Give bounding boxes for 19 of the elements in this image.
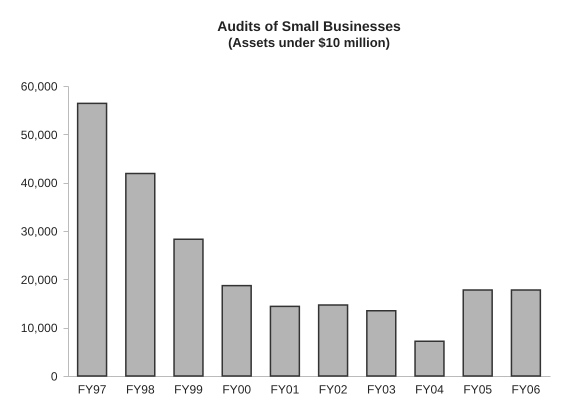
y-tick-label: 0 <box>50 370 58 384</box>
x-tick-label: FY06 <box>512 382 541 396</box>
x-tick-label: FY03 <box>366 382 396 396</box>
y-tick-label: 60,000 <box>20 80 58 94</box>
x-tick-label: FY02 <box>318 382 348 396</box>
chart-title: Audits of Small Businesses <box>217 18 402 34</box>
y-tick-label: 30,000 <box>20 224 58 238</box>
x-tick-label: FY97 <box>78 382 107 396</box>
x-tick-label: FY99 <box>174 382 204 396</box>
y-tick-label: 50,000 <box>20 128 58 142</box>
x-tick-label: FY01 <box>270 382 300 396</box>
y-tick-label: 10,000 <box>20 321 58 336</box>
x-tick-label: FY98 <box>126 382 155 396</box>
x-tick-label: FY05 <box>463 382 492 396</box>
y-tick-label: 40,000 <box>20 176 58 190</box>
y-tick-label: 20,000 <box>20 272 58 287</box>
x-tick-label: FY04 <box>415 382 444 396</box>
x-tick-label: FY00 <box>222 382 252 396</box>
chart-subtitle: (Assets under $10 million) <box>228 35 390 50</box>
